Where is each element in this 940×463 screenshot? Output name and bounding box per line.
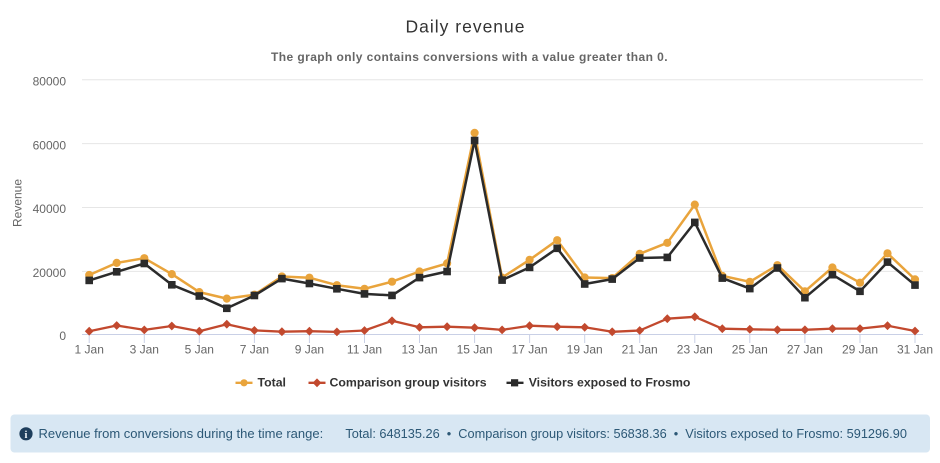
svg-text:Total: Total xyxy=(258,376,286,390)
svg-text:27 Jan: 27 Jan xyxy=(787,343,823,357)
svg-text:Revenue: Revenue xyxy=(11,179,25,227)
svg-text:29 Jan: 29 Jan xyxy=(842,343,878,357)
svg-text:5 Jan: 5 Jan xyxy=(185,343,214,357)
svg-text:31 Jan: 31 Jan xyxy=(897,343,933,357)
svg-text:40000: 40000 xyxy=(33,202,67,216)
svg-text:20000: 20000 xyxy=(33,266,67,280)
svg-text:11 Jan: 11 Jan xyxy=(347,343,382,357)
svg-text:80000: 80000 xyxy=(33,74,67,88)
svg-text:60000: 60000 xyxy=(33,138,67,152)
svg-text:1 Jan: 1 Jan xyxy=(75,343,104,357)
svg-text:0: 0 xyxy=(59,329,66,343)
svg-text:17 Jan: 17 Jan xyxy=(512,343,548,357)
svg-text:i: i xyxy=(25,430,28,441)
svg-text:19 Jan: 19 Jan xyxy=(567,343,603,357)
svg-text:Revenue from conversions durin: Revenue from conversions during the time… xyxy=(39,426,324,441)
svg-text:23 Jan: 23 Jan xyxy=(677,343,713,357)
svg-text:25 Jan: 25 Jan xyxy=(732,343,768,357)
svg-text:21 Jan: 21 Jan xyxy=(622,343,658,357)
svg-text:Comparison group visitors: Comparison group visitors xyxy=(330,376,487,390)
svg-text:Total: 648135.26 • Compariso: Total: 648135.26 • Comparison group visi… xyxy=(345,426,907,441)
svg-text:13 Jan: 13 Jan xyxy=(401,343,437,357)
svg-text:Visitors exposed to Frosmo: Visitors exposed to Frosmo xyxy=(529,376,691,390)
svg-text:15 Jan: 15 Jan xyxy=(457,343,493,357)
svg-text:The graph only contains conver: The graph only contains conversions with… xyxy=(271,50,668,64)
svg-text:3 Jan: 3 Jan xyxy=(130,343,159,357)
svg-text:9 Jan: 9 Jan xyxy=(295,343,324,357)
svg-text:7 Jan: 7 Jan xyxy=(240,343,269,357)
svg-text:Daily revenue: Daily revenue xyxy=(406,17,526,37)
